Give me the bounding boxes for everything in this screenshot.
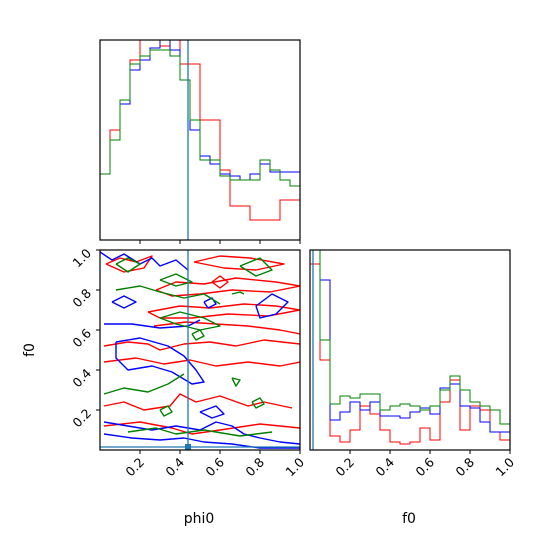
contour-2-3 [159, 311, 221, 331]
contour-2-9 [251, 397, 265, 409]
contour-2-0 [115, 257, 141, 273]
f0-axis-label: f0 [402, 511, 416, 527]
contour-2-8 [231, 377, 241, 387]
phi0-histogram-series [99, 39, 301, 240]
panel-phi0-histogram [99, 39, 301, 244]
contour-1-5 [103, 421, 300, 445]
contour-1-8 [203, 297, 217, 309]
contour-2-10 [159, 405, 173, 417]
contour-0-1 [193, 255, 285, 271]
contour-1-3 [115, 337, 205, 385]
f0-hist-step-1 [309, 249, 511, 450]
contour-0-3 [147, 303, 300, 319]
f0-hist-step-2 [309, 249, 511, 450]
contour-1-7 [199, 405, 225, 419]
contour-2-11 [191, 329, 205, 341]
phi0-histogram-frame [99, 39, 301, 241]
contour-2-1 [159, 273, 193, 287]
contour-2-7 [231, 291, 245, 295]
contour-2-4 [103, 373, 185, 395]
truth-marker [185, 444, 191, 450]
f0-hist-step-0 [309, 263, 511, 450]
contour-2-6 [239, 257, 273, 277]
contour-2-5 [127, 427, 273, 437]
f0-y-axis-label: f0 [22, 343, 38, 357]
contour-1-1 [111, 295, 137, 309]
contour-0-9 [211, 275, 229, 289]
contour-lines [100, 251, 300, 449]
f0-histogram-series [309, 249, 511, 450]
contour-frame [99, 249, 301, 451]
contour-2-2 [115, 285, 221, 305]
contour-0-5 [103, 339, 300, 351]
contour-0-0 [105, 255, 153, 273]
phi0-hist-step-2 [99, 49, 301, 240]
phi0-f0-truth-lines [100, 250, 300, 450]
contour-0-4 [153, 321, 300, 335]
contour-0-8 [103, 421, 300, 435]
contour-0-2 [155, 277, 300, 297]
contour-1-0 [100, 251, 189, 271]
phi0-histogram-ticks [139, 240, 301, 244]
contour-1-2 [104, 319, 201, 329]
contour-0-6 [103, 357, 300, 367]
contour-1-4 [255, 293, 289, 319]
phi0-axis-label: phi0 [184, 511, 215, 527]
f0-histogram-frame [309, 249, 511, 451]
